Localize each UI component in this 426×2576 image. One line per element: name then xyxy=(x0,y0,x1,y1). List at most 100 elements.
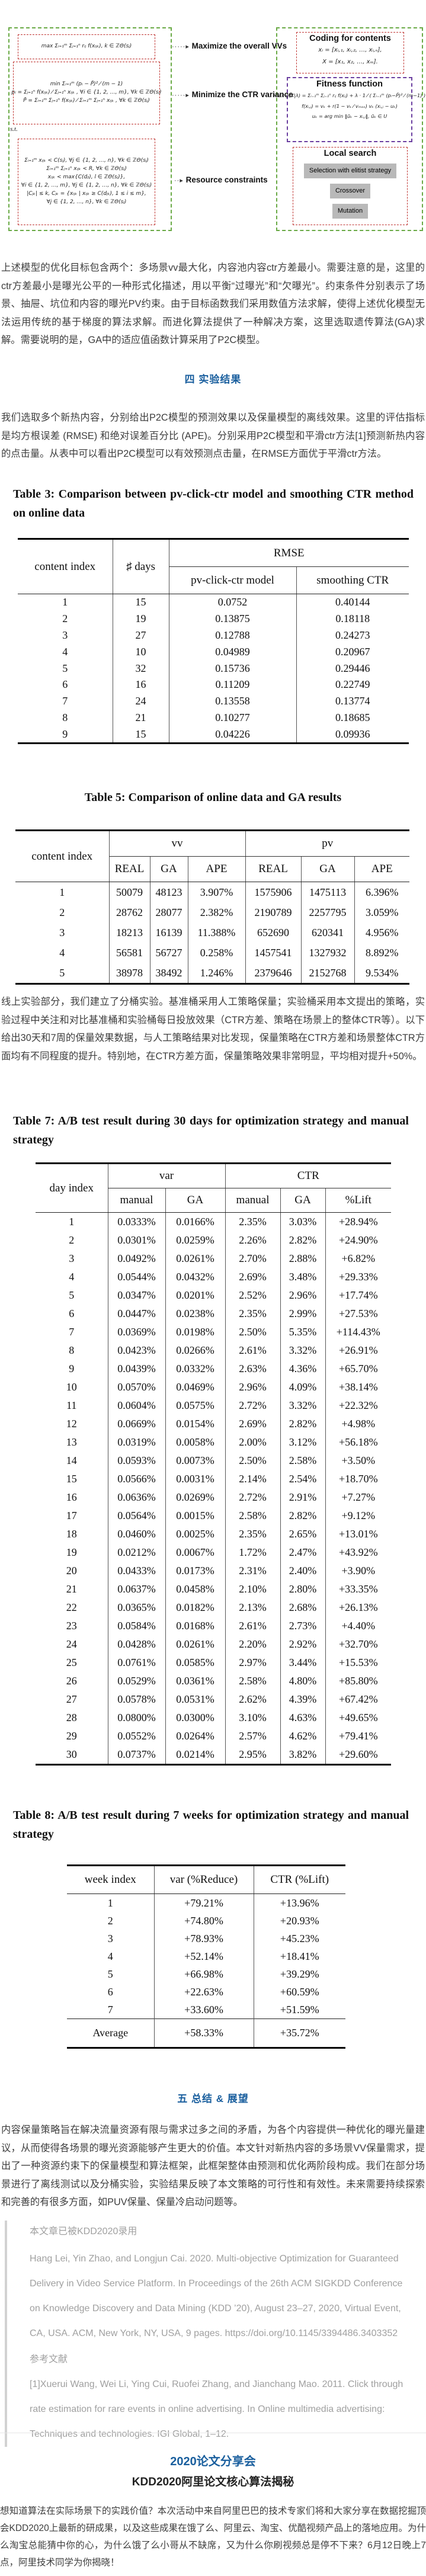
col-header-content-index: content index xyxy=(15,830,109,882)
label-minimize-ctr-variance: ·····▸ Minimize the CTR variance xyxy=(172,90,293,99)
paper-citation: Hang Lei, Yin Zhao, and Longjun Cai. 202… xyxy=(30,2254,403,2338)
body-paragraph-online: 线上实验部分，我们建立了分桶实验。基准桶采用人工策略保量；实验桶采用本文提出的策… xyxy=(1,997,425,1062)
table8-caption: Table 8: A/B test result during 7 weeks … xyxy=(13,1809,409,1841)
selection-step: Selection with elitist strategy xyxy=(303,164,397,178)
table3: content index ♯ days RMSE pv-click-ctr m… xyxy=(18,538,409,745)
col-group-rmse: RMSE xyxy=(168,539,409,567)
table-row: 13 0.0319% 0.0058% 2.00% 3.12% +56.18% xyxy=(36,1433,392,1452)
table-row: 5 0.0347% 0.0201% 2.52% 2.96% +17.74% xyxy=(36,1286,392,1305)
table-row: 7 +33.60% +51.59% xyxy=(67,2001,345,2019)
table-row: 21 0.0637% 0.0458% 2.10% 2.80% +33.35% xyxy=(36,1580,392,1598)
table-row: 26 0.0529% 0.0361% 2.58% 4.80% +85.80% xyxy=(36,1672,392,1690)
fitness-function-box: Fitness function max g(X|λ) = Σᵢ₌₁ᵐ Σⱼ₌₁… xyxy=(274,77,425,142)
table-row: 7 0.0369% 0.0198% 2.50% 5.35% +114.43% xyxy=(36,1323,392,1341)
table-row: 27 0.0578% 0.0531% 2.62% 4.39% +67.42% xyxy=(36,1690,392,1709)
constraint-4b: ∀j ∈ {1, 2, …, n}, ∀k ∈ ℤΘ(sⱼ) xyxy=(46,198,127,205)
table-row: 17 0.0564% 0.0015% 2.58% 2.82% +9.12% xyxy=(36,1507,392,1525)
references-heading: 参考文献 xyxy=(30,2354,68,2364)
col-header-ga: GA xyxy=(300,856,354,882)
coding-for-contents-box: Coding for contents xᵢ = [xᵢ,₁, xᵢ,₂, …,… xyxy=(296,32,404,73)
average-var: +58.33% xyxy=(153,2018,254,2048)
local-search-title: Local search xyxy=(323,149,377,158)
genetic-algorithm-group-box xyxy=(276,27,423,231)
col-group-ctr: CTR xyxy=(225,1163,392,1188)
table8: week index var (%Reduce) CTR (%Lift) 1 +… xyxy=(67,1864,345,2049)
table-row: 8 0.0423% 0.0266% 2.61% 3.32% +26.91% xyxy=(36,1341,392,1360)
talk-title: KDD2020阿里论文核心算法揭秘 xyxy=(132,2476,294,2488)
table-row: 7 24 0.13558 0.13774 xyxy=(18,693,409,710)
table-row: 4 +52.14% +18.41% xyxy=(67,1947,345,1965)
table-row: 3 +78.93% +45.23% xyxy=(67,1930,345,1947)
table-row: 2 +74.80% +20.93% xyxy=(67,1912,345,1930)
constraints-box: Σᵢ₌₁ᵐ xᵢⱼₖ < C(sⱼ), ∀j ∈ {1, 2, …, n}, ∀… xyxy=(18,139,155,225)
average-label: Average xyxy=(67,2018,154,2048)
optimization-model-group-box xyxy=(8,27,172,231)
table-row: 23 0.0584% 0.0168% 2.61% 2.73% +4.40% xyxy=(36,1617,392,1635)
col-header-ape: APE xyxy=(187,856,245,882)
reference-1: [1]Xuerui Wang, Wei Li, Ying Cui, Ruofei… xyxy=(30,2379,403,2439)
event-title: 2020论文分享会 xyxy=(170,2455,256,2468)
section-heading-summary: 五 总结 & 展望 xyxy=(177,2093,249,2104)
table-row: 5 32 0.15736 0.29446 xyxy=(18,660,409,677)
table-row: 3 18213 16139 11.388% 652690 620341 4.95… xyxy=(15,922,410,943)
subject-to-label: s.t. xyxy=(10,126,18,133)
table-row: 1 +79.21% +13.96% xyxy=(67,1893,345,1912)
table-row: 9 0.0439% 0.0332% 2.63% 4.36% +65.70% xyxy=(36,1360,392,1378)
table-row: 12 0.0669% 0.0154% 2.69% 2.82% +4.98% xyxy=(36,1415,392,1433)
ctr-variance-formula: min Σᵢ₌₁ᵐ (pᵢ − P̄)² ⁄ (m − 1) xyxy=(50,81,123,88)
table-row: 2 19 0.13875 0.18118 xyxy=(18,610,409,627)
constraint-2: Σᵢ₌₁ᵐ Σⱼ₌₁ⁿ xᵢⱼₖ < R, ∀k ∈ ℤΘ(sⱼ) xyxy=(46,166,127,172)
col-header-day-index: day index xyxy=(36,1163,108,1213)
col-header-manual: manual xyxy=(107,1188,165,1213)
table-row: 16 0.0636% 0.0269% 2.72% 2.91% +7.27% xyxy=(36,1488,392,1507)
body-paragraph-offline: 我们选取多个新热内容，分别给出P2C模型的预测效果以及保量模型的离线效果。这里的… xyxy=(1,412,425,459)
col-header-pv-click-ctr: pv-click-ctr model xyxy=(168,566,296,594)
table-row: 24 0.0428% 0.0261% 2.20% 2.92% +32.70% xyxy=(36,1635,392,1654)
col-header-days: ♯ days xyxy=(112,539,169,594)
kdd-acceptance-quote: 本文章已被KDD2020录用 Hang Lei, Yin Zhao, and L… xyxy=(5,2221,419,2447)
table7-caption: Table 7: A/B test result during 30 days … xyxy=(13,1114,409,1146)
objective-vv-box: max Σᵢ₌₁ᵐ Σⱼ₌₁ⁿ rᵢⱼ f(xᵢⱼₖ), k ∈ ℤΘ(sⱼ) xyxy=(18,34,155,59)
col-header-ape: APE xyxy=(354,856,410,882)
table-row: 10 0.0570% 0.0469% 2.96% 4.09% +38.14% xyxy=(36,1378,392,1396)
col-group-pv: pv xyxy=(245,830,410,857)
table-row: 9 15 0.04226 0.09936 xyxy=(18,726,409,744)
table-row: 11 0.0604% 0.0575% 2.72% 3.32% +22.32% xyxy=(36,1396,392,1415)
table-row: 3 27 0.12788 0.24273 xyxy=(18,627,409,644)
table-row: 14 0.0593% 0.0073% 2.50% 2.58% +3.50% xyxy=(36,1452,392,1470)
table-row: 3 0.0492% 0.0261% 2.70% 2.88% +6.82% xyxy=(36,1249,392,1268)
objective-ctr-variance-box: min Σᵢ₌₁ᵐ (pᵢ − P̄)² ⁄ (m − 1) pᵢ = Σⱼ₌₁… xyxy=(11,62,162,124)
coding-title: Coding for contents xyxy=(309,34,391,43)
col-header-manual: manual xyxy=(225,1188,281,1213)
table3-caption: Table 3: Comparison between pv-click-ctr… xyxy=(13,488,414,520)
col-header-real: REAL xyxy=(245,856,301,882)
table-row: 6 0.0447% 0.0238% 2.35% 2.99% +27.53% xyxy=(36,1305,392,1323)
fitness-formula-2: f(xᵢ,ⱼ) = vₖ + r(1 − vₖ ⁄ vₘₐₓ) vₖ (xᵢ,ⱼ… xyxy=(302,102,398,109)
objective-vv-formula: max Σᵢ₌₁ᵐ Σⱼ₌₁ⁿ rᵢⱼ f(xᵢⱼₖ), k ∈ ℤΘ(sⱼ) xyxy=(41,43,132,50)
table-row: 19 0.0212% 0.0067% 1.72% 2.47% +43.92% xyxy=(36,1543,392,1562)
col-header-lift: %Lift xyxy=(325,1188,392,1213)
col-header-ga: GA xyxy=(149,856,188,882)
col-group-var: var xyxy=(107,1163,226,1188)
body-paragraph-model: 上述模型的优化目标包含两个：多场景vv最大化，内容池内容ctr方差最小。需要注意… xyxy=(1,262,425,345)
col-header-week-index: week index xyxy=(67,1865,154,1894)
body-paragraph-summary: 内容保量策略旨在解决流量资源有限与需求过多之间的矛盾，为各个内容提供一种优化的曝… xyxy=(1,2125,425,2207)
table-row: 2 0.0301% 0.0259% 2.26% 2.82% +24.90% xyxy=(36,1231,392,1249)
local-search-box: Local search Selection with elitist stra… xyxy=(293,147,408,225)
table-row: 22 0.0365% 0.0182% 2.13% 2.68% +26.13% xyxy=(36,1598,392,1617)
crossover-step: Crossover xyxy=(329,184,371,198)
table-row: 5 +66.98% +39.29% xyxy=(67,1965,345,1983)
table-row: 6 +22.63% +60.59% xyxy=(67,1983,345,2001)
pbar-formula: P̄ = Σᵢ₌₁ᵐ Σⱼ₌₁ⁿ f(xᵢⱼₖ) ⁄ Σᵢ₌₁ᵐ Σⱼ₌₁ⁿ x… xyxy=(23,97,150,104)
table-row: 6 16 0.11209 0.22749 xyxy=(18,676,409,693)
section-heading-experiments: 四 实验结果 xyxy=(184,374,242,385)
fitness-formula-3: uₖ = arg min ‖ũₖ − xᵢ,ⱼ‖, ũₖ ∈ U xyxy=(312,113,387,120)
table-row: 1 15 0.0752 0.40144 xyxy=(18,594,409,611)
pi-formula: pᵢ = Σⱼ₌₁ⁿ f(xᵢⱼₖ) ⁄ Σⱼ₌₁ⁿ xᵢⱼₖ , ∀i ∈ {… xyxy=(11,89,162,96)
coding-formula-2: X = [x₁, x₂, …, xₘ]. xyxy=(322,58,378,65)
model-framework-diagram: max Σᵢ₌₁ᵐ Σⱼ₌₁ⁿ rᵢⱼ f(xᵢⱼₖ), k ∈ ℤΘ(sⱼ) … xyxy=(0,26,426,235)
table5: content index vv pv REAL GA APE REAL GA … xyxy=(15,829,410,985)
col-header-ga: GA xyxy=(165,1188,226,1213)
table-row: 1 50079 48123 3.907% 1575906 1475113 6.3… xyxy=(15,882,410,902)
